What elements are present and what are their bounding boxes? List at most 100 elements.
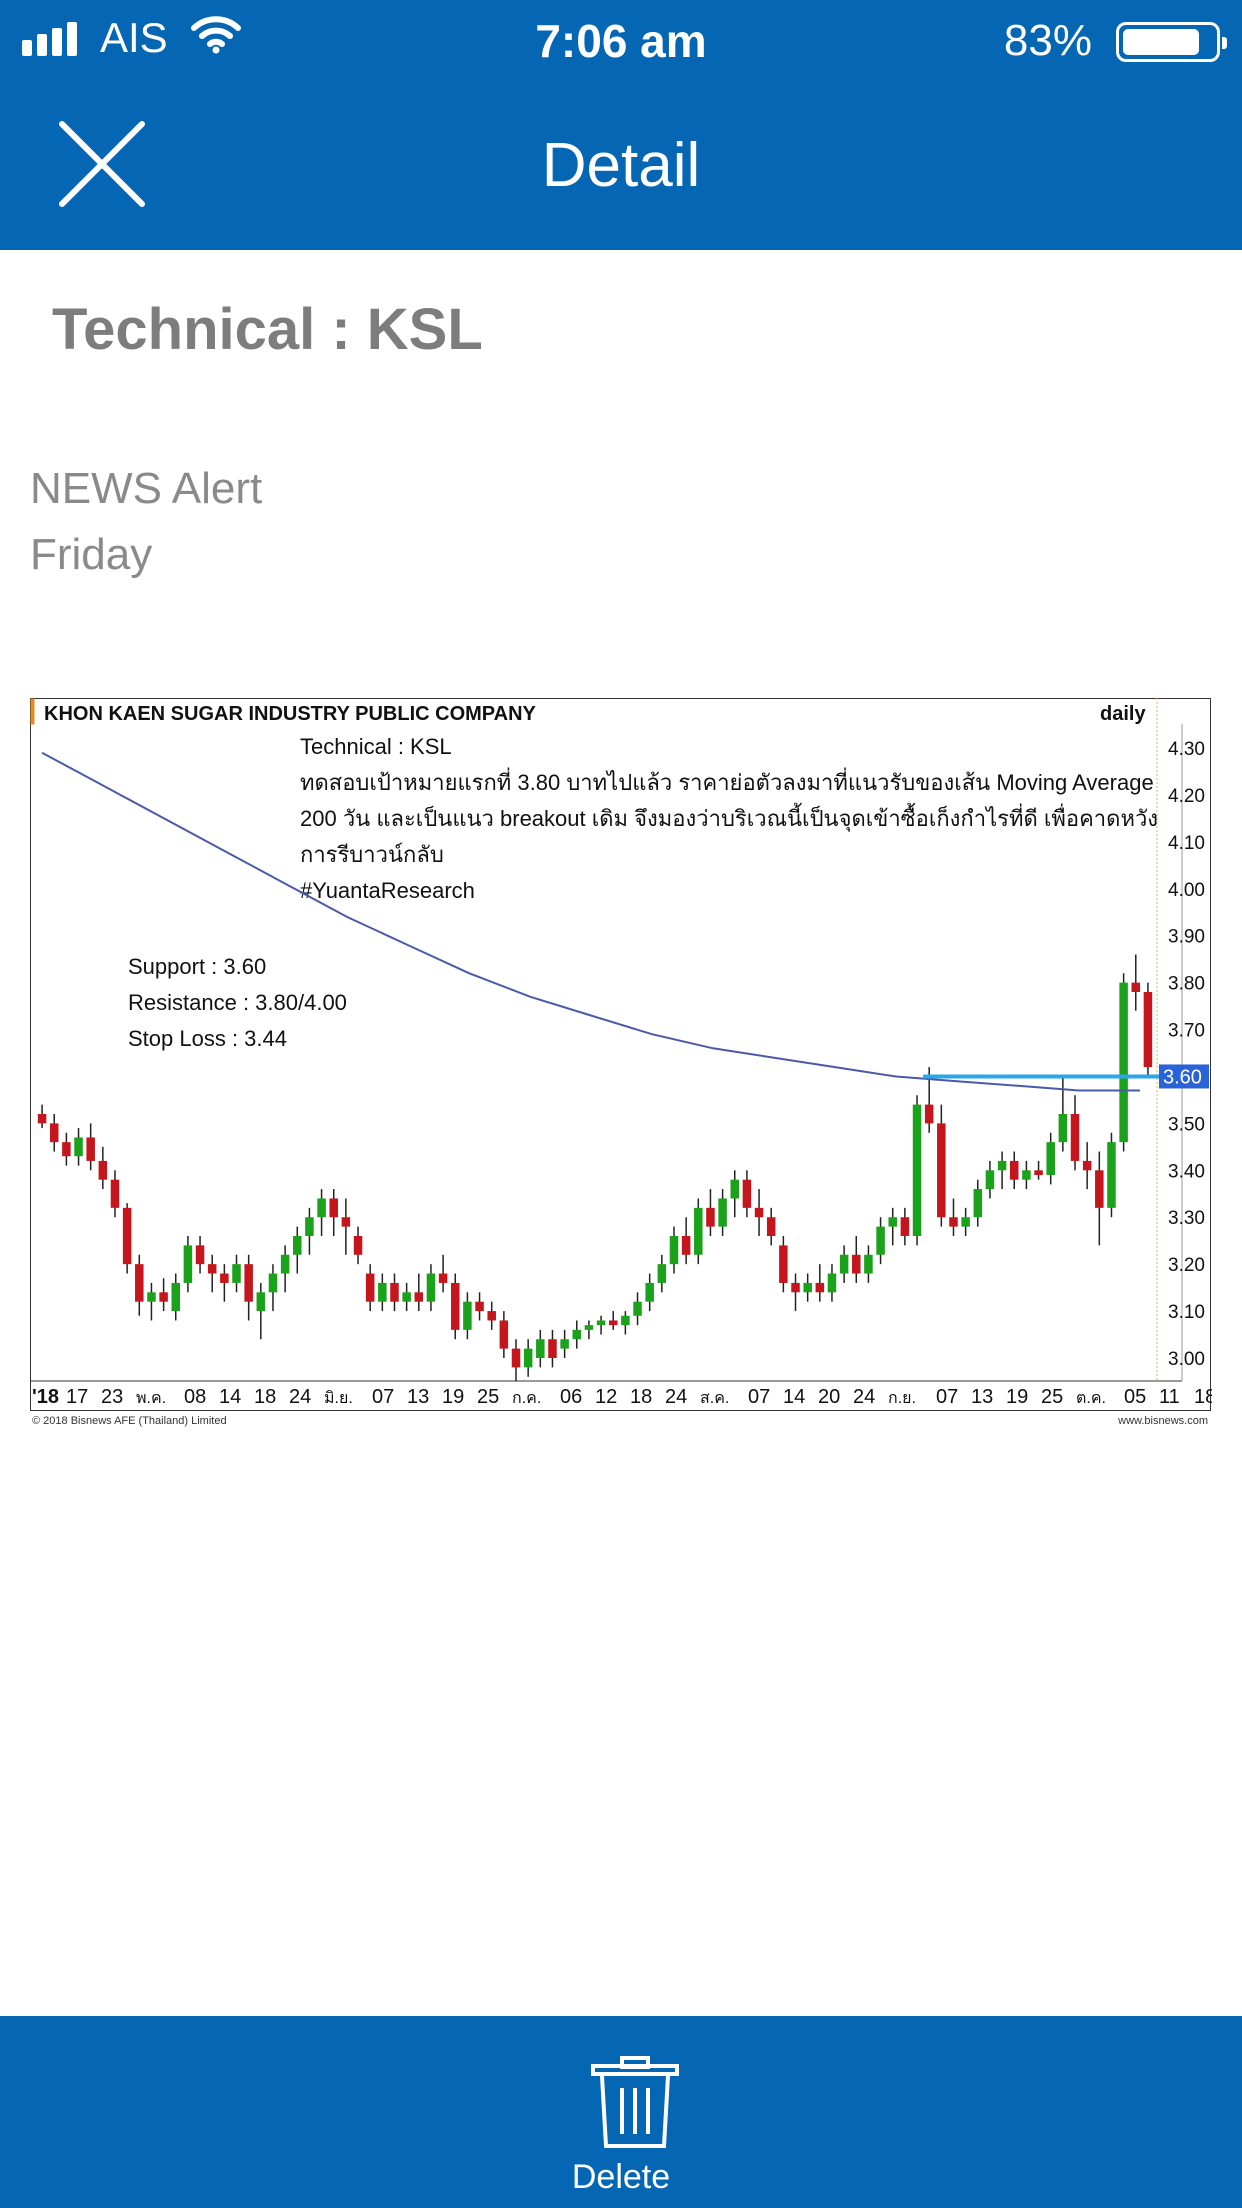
candle — [49, 1114, 59, 1152]
candle — [523, 1339, 533, 1377]
article-title: Technical : KSL — [52, 297, 483, 362]
bottom-bar: Delete — [0, 2016, 1242, 2208]
y-tick-label: 3.30 — [1168, 1208, 1205, 1229]
candle — [1034, 1160, 1043, 1180]
x-tick-label: 14 — [783, 1386, 805, 1408]
candle — [195, 1236, 205, 1274]
x-tick-label: 25 — [1041, 1386, 1063, 1408]
candle — [997, 1151, 1007, 1190]
candle — [937, 1104, 946, 1227]
candle — [645, 1273, 654, 1312]
close-icon — [59, 121, 145, 207]
candle — [572, 1320, 582, 1349]
candle — [1119, 973, 1128, 1152]
candle — [1022, 1160, 1031, 1190]
y-tick-label: 3.20 — [1168, 1255, 1205, 1276]
nav-title: Detail — [541, 131, 701, 200]
x-tick-label: ต.ค. — [1076, 1390, 1106, 1407]
article-meta: NEWS Alert Friday — [30, 456, 262, 588]
y-tick-label: 3.50 — [1168, 1114, 1205, 1135]
note-line: การรีบาวน์กลับ — [300, 842, 444, 867]
current-price-box — [1159, 1064, 1209, 1089]
y-tick-label: 3.40 — [1168, 1161, 1205, 1182]
chart-image: KHON KAEN SUGAR INDUSTRY PUBLIC COMPANY … — [30, 698, 1216, 1428]
candle — [876, 1217, 885, 1265]
close-button[interactable] — [56, 118, 148, 210]
delete-button[interactable]: Delete — [0, 2016, 1242, 2208]
y-tick-label: 4.00 — [1168, 880, 1205, 901]
candle — [232, 1254, 241, 1293]
signal-icon — [22, 22, 82, 56]
candle — [852, 1236, 861, 1283]
status-bar: AIS 7:06 am 83% — [0, 0, 1242, 84]
candle — [329, 1189, 338, 1236]
x-tick-label: 23 — [101, 1386, 123, 1408]
x-tick-label: 13 — [971, 1386, 993, 1408]
candle — [706, 1189, 715, 1236]
technical-chart: KHON KAEN SUGAR INDUSTRY PUBLIC COMPANY … — [30, 698, 1216, 1427]
chart-copyright: © 2018 Bisnews AFE (Thailand) Limited — [32, 1415, 227, 1427]
candle — [74, 1128, 83, 1166]
y-tick-label: 4.20 — [1168, 786, 1205, 807]
candle — [293, 1226, 302, 1274]
y-tick-label: 4.10 — [1168, 833, 1205, 854]
candle — [1095, 1151, 1104, 1246]
x-tick-label: 20 — [818, 1386, 840, 1408]
article-source: NEWS Alert — [30, 464, 263, 513]
candle — [171, 1273, 181, 1321]
note-hashtag: #YuantaResearch — [300, 878, 475, 903]
x-tick-label: ส.ค. — [700, 1390, 729, 1407]
x-tick-label: 07 — [936, 1386, 958, 1408]
x-tick-label: 18 — [254, 1386, 276, 1408]
current-price-label: 3.60 — [1163, 1066, 1202, 1088]
candle — [985, 1160, 995, 1199]
candle — [973, 1179, 983, 1227]
candle — [487, 1301, 496, 1330]
note-line: 200 วัน และเป็นแนว breakout เดิม จึงมองว… — [300, 803, 1158, 832]
candle — [864, 1245, 873, 1283]
x-tick-label: 07 — [748, 1386, 770, 1408]
note-line: ทดสอบเป้าหมายแรกที่ 3.80 บาทไปแล้ว ราคาย… — [300, 767, 1154, 795]
x-tick-label: 24 — [289, 1386, 311, 1408]
x-tick-label: มิ.ย. — [324, 1390, 353, 1407]
trash-icon — [591, 2056, 679, 2148]
carrier-label: AIS — [100, 14, 168, 61]
candle — [681, 1217, 691, 1265]
candle — [888, 1207, 897, 1246]
candle — [742, 1170, 752, 1218]
candle — [438, 1254, 448, 1293]
y-tick-label: 3.70 — [1168, 1021, 1205, 1042]
candle — [450, 1273, 460, 1340]
candle — [317, 1189, 326, 1236]
battery-percent: 83% — [1003, 16, 1092, 65]
candle — [220, 1264, 229, 1302]
y-tick-label: 3.00 — [1168, 1349, 1205, 1370]
candle — [98, 1146, 108, 1190]
candle — [390, 1273, 399, 1312]
y-tick-label: 3.90 — [1168, 927, 1205, 948]
candle — [402, 1282, 411, 1312]
candle — [694, 1198, 703, 1265]
x-tick-label: 24 — [853, 1386, 875, 1408]
wifi-icon — [191, 16, 241, 54]
candle — [657, 1254, 667, 1293]
candle — [730, 1170, 740, 1218]
delete-label: Delete — [571, 2158, 671, 2196]
x-tick-label: 08 — [184, 1386, 206, 1408]
candle — [110, 1170, 120, 1218]
candle — [779, 1236, 788, 1293]
candle — [62, 1132, 71, 1166]
candle — [268, 1264, 278, 1312]
candle — [280, 1245, 290, 1293]
candle — [839, 1245, 849, 1283]
candle — [1070, 1095, 1080, 1171]
candle — [548, 1329, 557, 1368]
x-tick-label: 19 — [1006, 1386, 1028, 1408]
candle — [803, 1273, 812, 1302]
candle — [159, 1278, 168, 1312]
resistance-level: Resistance : 3.80/4.00 — [128, 990, 347, 1015]
candle — [378, 1273, 387, 1312]
x-tick-label: 24 — [665, 1386, 687, 1408]
candle — [256, 1282, 266, 1340]
candle — [754, 1189, 764, 1236]
